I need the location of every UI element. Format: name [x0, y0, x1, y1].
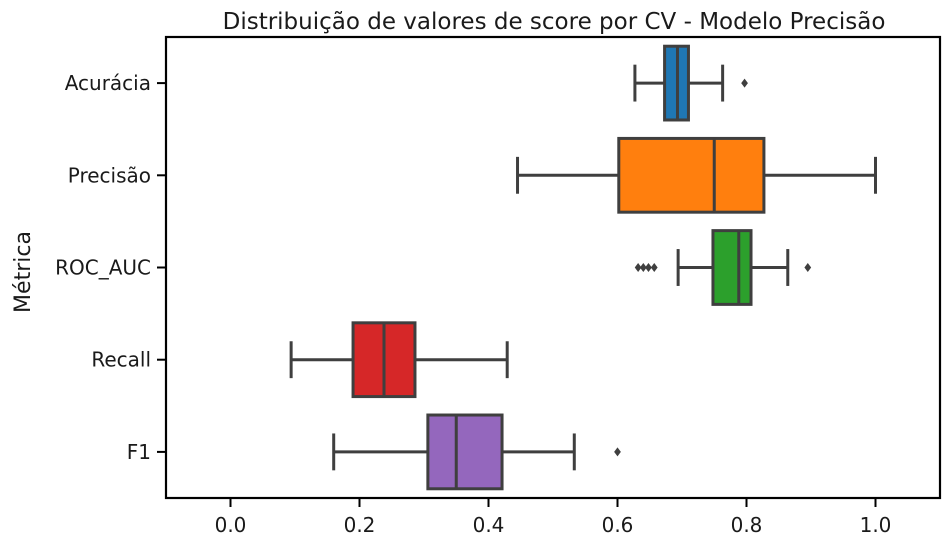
outlier-point — [804, 263, 812, 272]
outlier-point — [634, 263, 642, 272]
outlier-point — [645, 263, 652, 272]
x-tick-label: 0.0 — [215, 513, 247, 537]
plot-frame — [164, 35, 942, 500]
y-tick-label: Acurácia — [65, 71, 151, 95]
chart-title: Distribuição de valores de score por CV … — [223, 9, 886, 35]
x-tick-label: 0.2 — [344, 513, 376, 537]
outlier-point — [741, 78, 748, 88]
plot-area: 0.0 0.2 0.4 0.6 0.8 1.0 Acurácia Precisão ROC_AU… — [55, 44, 892, 537]
x-tick-label: 0.6 — [602, 513, 634, 537]
y-axis-label: Métrica — [11, 231, 36, 313]
y-tick-label: F1 — [127, 440, 151, 464]
box-iqr — [711, 229, 753, 306]
y-tick-label: Recall — [91, 348, 151, 372]
y-tick-label: Precisão — [68, 163, 151, 187]
x-tick-label: 0.8 — [731, 513, 763, 537]
x-tick-label: 1.0 — [860, 513, 892, 537]
outlier-point — [614, 447, 621, 457]
outlier-point — [650, 263, 658, 272]
outlier-point — [639, 263, 647, 272]
y-tick-label: ROC_AUC — [55, 256, 151, 280]
x-tick-label: 0.4 — [473, 513, 505, 537]
box-iqr — [617, 136, 766, 214]
box-iqr — [426, 413, 504, 491]
